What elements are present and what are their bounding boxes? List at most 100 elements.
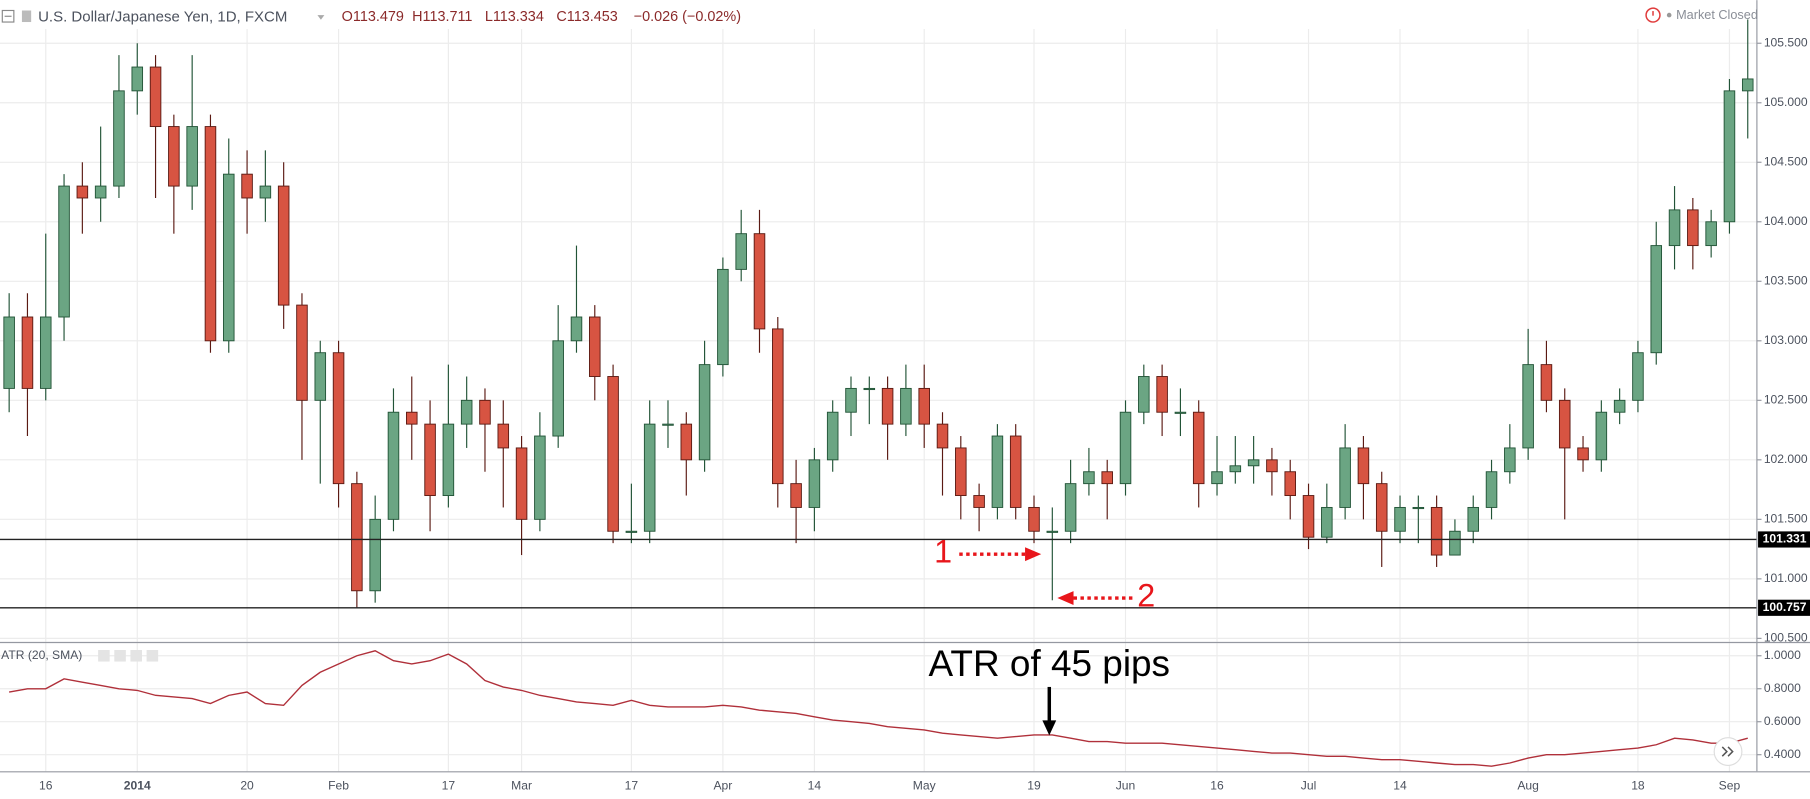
candle-body — [918, 387, 930, 425]
x-tick-label: 2014 — [124, 778, 151, 792]
candle-body — [772, 328, 784, 485]
y-tick-label: 101.000 — [1764, 571, 1808, 585]
candle-body — [168, 126, 180, 187]
candle-body — [332, 352, 345, 485]
x-tick-label: Sep — [1719, 778, 1741, 792]
candle-body — [1412, 506, 1425, 510]
candle-body — [1302, 495, 1315, 538]
candle-body — [1064, 483, 1077, 532]
candle-body — [94, 185, 107, 199]
remove-button[interactable] — [146, 649, 159, 662]
candle-body — [1284, 471, 1296, 497]
candle-body — [204, 126, 217, 342]
candle-body — [1211, 471, 1223, 485]
x-tick-label: May — [913, 778, 937, 792]
candle-body — [1174, 411, 1187, 414]
y-tick-label: 105.500 — [1764, 35, 1808, 49]
candle-body — [680, 423, 693, 461]
candle-body — [1083, 471, 1095, 485]
candle-body — [424, 423, 436, 497]
candle-body — [845, 387, 857, 413]
candle-body — [1723, 90, 1736, 223]
y-tick-label: 105.000 — [1764, 95, 1808, 109]
candle-body — [1101, 471, 1113, 485]
x-tick-label: Feb — [328, 778, 349, 792]
x-tick-label: 18 — [1631, 778, 1645, 792]
status-dot — [1666, 12, 1672, 18]
candle-body — [717, 268, 729, 366]
x-tick-label: 17 — [442, 778, 456, 792]
candle-body — [698, 364, 711, 461]
x-tick-label: 14 — [1393, 778, 1407, 792]
scroll-button[interactable] — [1713, 737, 1743, 767]
candle-body — [1467, 506, 1480, 532]
x-tick-label: 16 — [1210, 778, 1224, 792]
candle-body — [1321, 506, 1333, 538]
candle-body — [1741, 78, 1754, 92]
candle-body — [131, 66, 144, 92]
x-tick-label: 14 — [808, 778, 822, 792]
candle-body — [900, 387, 912, 425]
candle-body — [625, 530, 638, 533]
y-tick-label: 1.0000 — [1764, 648, 1801, 662]
annotation: 2 — [1137, 578, 1155, 614]
y-tick-label: 103.000 — [1764, 333, 1808, 347]
candle-body — [570, 316, 583, 342]
annotation: 1 — [934, 534, 952, 570]
more-button[interactable] — [130, 649, 142, 662]
candle-body — [973, 495, 985, 508]
ohlc-open: O113.479 — [342, 9, 404, 25]
candle-body — [1449, 530, 1461, 556]
candle-body — [149, 66, 162, 128]
market-status: Market Closed — [1676, 8, 1758, 22]
symbol-title[interactable]: U.S. Dollar/Japanese Yen, 1D, FXCM — [38, 8, 287, 25]
arrow-2-head — [1057, 591, 1074, 605]
candle-body — [387, 411, 400, 520]
candle-body — [241, 173, 253, 199]
y-tick-label: 103.500 — [1764, 273, 1808, 287]
level-label: 101.331 — [1763, 532, 1807, 546]
candle-body — [1632, 352, 1644, 401]
candle-body — [21, 316, 34, 389]
status-icon — [1645, 7, 1661, 23]
candle-body — [460, 399, 473, 425]
x-tick-label: Jun — [1116, 778, 1136, 792]
candle-body — [497, 423, 510, 449]
ohlc-high: H113.711 — [412, 9, 472, 25]
candle-body — [314, 352, 327, 401]
hide-button[interactable] — [98, 649, 110, 662]
candle-body — [552, 340, 564, 437]
level-label-bg — [1758, 531, 1810, 548]
candle-body — [881, 387, 894, 425]
candle-body — [1119, 411, 1132, 485]
candle-body — [277, 185, 290, 306]
level-label: 100.757 — [1763, 600, 1807, 614]
candle-body — [1540, 364, 1553, 401]
candle-body — [1339, 447, 1351, 508]
candle-body — [58, 185, 70, 318]
x-tick-label: Aug — [1517, 778, 1539, 792]
candle-body — [369, 518, 381, 592]
candle-body — [826, 411, 839, 461]
candle-body — [222, 173, 235, 342]
marks — [0, 19, 1757, 767]
candle-body — [1504, 447, 1516, 473]
candle-body — [1595, 411, 1608, 461]
collapse-button[interactable] — [1, 9, 15, 23]
indicator-title: ATR (20, SMA) — [1, 648, 82, 662]
ohlc-low: L113.334 — [485, 9, 544, 25]
x-tick-label: 20 — [240, 778, 254, 792]
ohlc-change: −0.026 (−0.02%) — [634, 9, 741, 25]
candle-body — [1266, 459, 1278, 473]
candle-body — [1558, 399, 1571, 449]
level-label-bg — [1758, 599, 1810, 616]
candle-body — [1522, 364, 1534, 449]
y-tick-label: 101.500 — [1764, 512, 1808, 526]
candle-body — [991, 435, 1004, 508]
settings-button[interactable] — [114, 649, 126, 662]
candle-body — [296, 304, 308, 401]
dropdown-caret[interactable] — [317, 15, 325, 20]
candle-body — [479, 399, 491, 425]
candle-body — [1247, 459, 1260, 467]
y-tick-label: 104.500 — [1764, 154, 1808, 168]
